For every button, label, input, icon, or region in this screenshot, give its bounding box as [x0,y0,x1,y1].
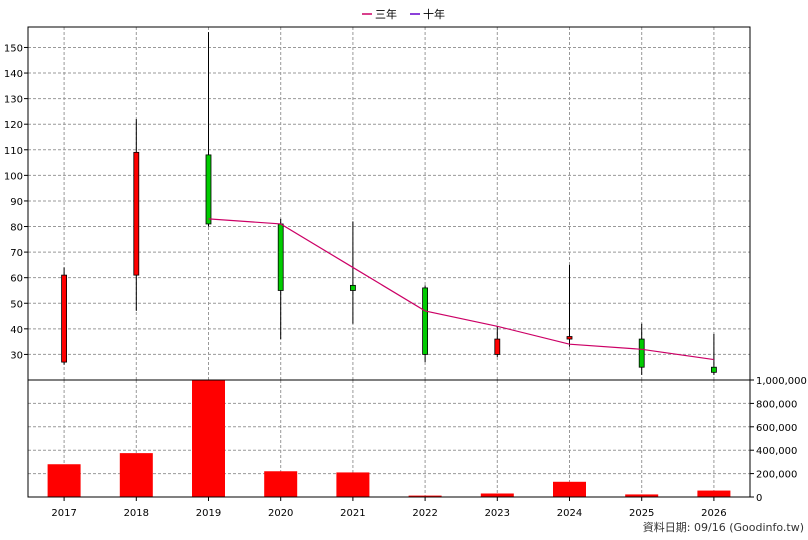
candle-body [638,338,645,368]
x-tick-label-2024: 2024 [557,508,582,519]
price-tick-label: 90 [10,197,23,208]
legend: 三年 十年 [362,7,445,21]
candle-body [277,223,284,291]
data-date-footer: 資料日期: 09/16 (Goodinfo.tw) [643,520,804,534]
volume-bar-2019 [192,380,225,497]
volume-plot-frame [27,379,751,498]
volume-tick-label: 400,000 [756,446,797,457]
volume-bar-2023 [480,493,514,497]
candle-body [61,274,67,363]
volume-bar-2021 [336,472,370,497]
price-tick-label: 130 [4,95,23,106]
candle-2017 [61,267,67,365]
candle-2024 [566,264,573,347]
candle-body [133,151,140,276]
x-tick-label-2018: 2018 [124,508,149,519]
candle-body [205,154,212,225]
volume-tick-label: 0 [756,493,762,504]
volume-tick-label: 200,000 [756,470,797,481]
price-tick-label: 70 [10,248,23,259]
candle-2026 [711,333,717,375]
price-tick-label: 120 [4,120,23,131]
legend-item: 十年 [410,7,445,21]
x-tick-label-2022: 2022 [412,508,437,519]
price-tick-label: 30 [10,350,23,361]
candle-2023 [494,326,501,357]
volume-bar-2018 [119,453,153,497]
candle-2018 [133,119,140,311]
price-tick-label: 40 [10,325,23,336]
volume-bar-2025 [625,494,659,497]
volume-bar-2024 [553,481,586,497]
x-tick-label-2023: 2023 [485,508,510,519]
volume-tick-label: 1,000,000 [756,376,807,387]
candle-2020 [277,218,284,340]
candle-body [566,336,573,340]
candle-2019 [205,32,212,227]
x-tick-label-2021: 2021 [340,508,365,519]
volume-tick-label: 800,000 [756,399,797,410]
price-tick-label: 100 [4,171,23,182]
price-tick-label: 140 [4,69,23,80]
candle-2021 [349,221,356,324]
x-tick-label-2017: 2017 [51,508,76,519]
volume-tick-label: 600,000 [756,423,797,434]
legend-label: 三年 [375,7,397,21]
price-tick-label: 110 [4,146,23,157]
volume-panel: 0 200,000 400,000 600,000 800,000 1,000,000 [27,376,807,504]
price-tick-label: 80 [10,223,23,234]
volume-bar-2017 [47,464,81,497]
price-panel: 30 40 50 60 70 80 90 100 110 120 130 140 150 [4,26,751,381]
price-tick-label: 60 [10,274,23,285]
x-axis: 2017 2018 2019 2020 2021 2022 2023 2024 2025 2026 [51,497,727,519]
price-tick-label: 50 [10,299,23,310]
candle-body [422,287,429,355]
volume-bar-2026 [697,490,731,497]
series-line-三年 [208,218,714,361]
legend-item: 三年 [362,7,397,21]
candle-body [711,366,717,373]
candle-body [349,284,356,291]
price-tick-label: 150 [4,43,23,54]
legend-label: 十年 [423,7,445,21]
volume-bar-2020 [264,471,298,497]
x-tick-label-2026: 2026 [701,508,726,519]
x-tick-label-2019: 2019 [196,508,221,519]
x-tick-label-2020: 2020 [268,508,293,519]
volume-bar-2022 [408,495,442,497]
candle-body [494,338,501,355]
candle-2022 [422,285,429,363]
x-tick-label-2025: 2025 [629,508,654,519]
